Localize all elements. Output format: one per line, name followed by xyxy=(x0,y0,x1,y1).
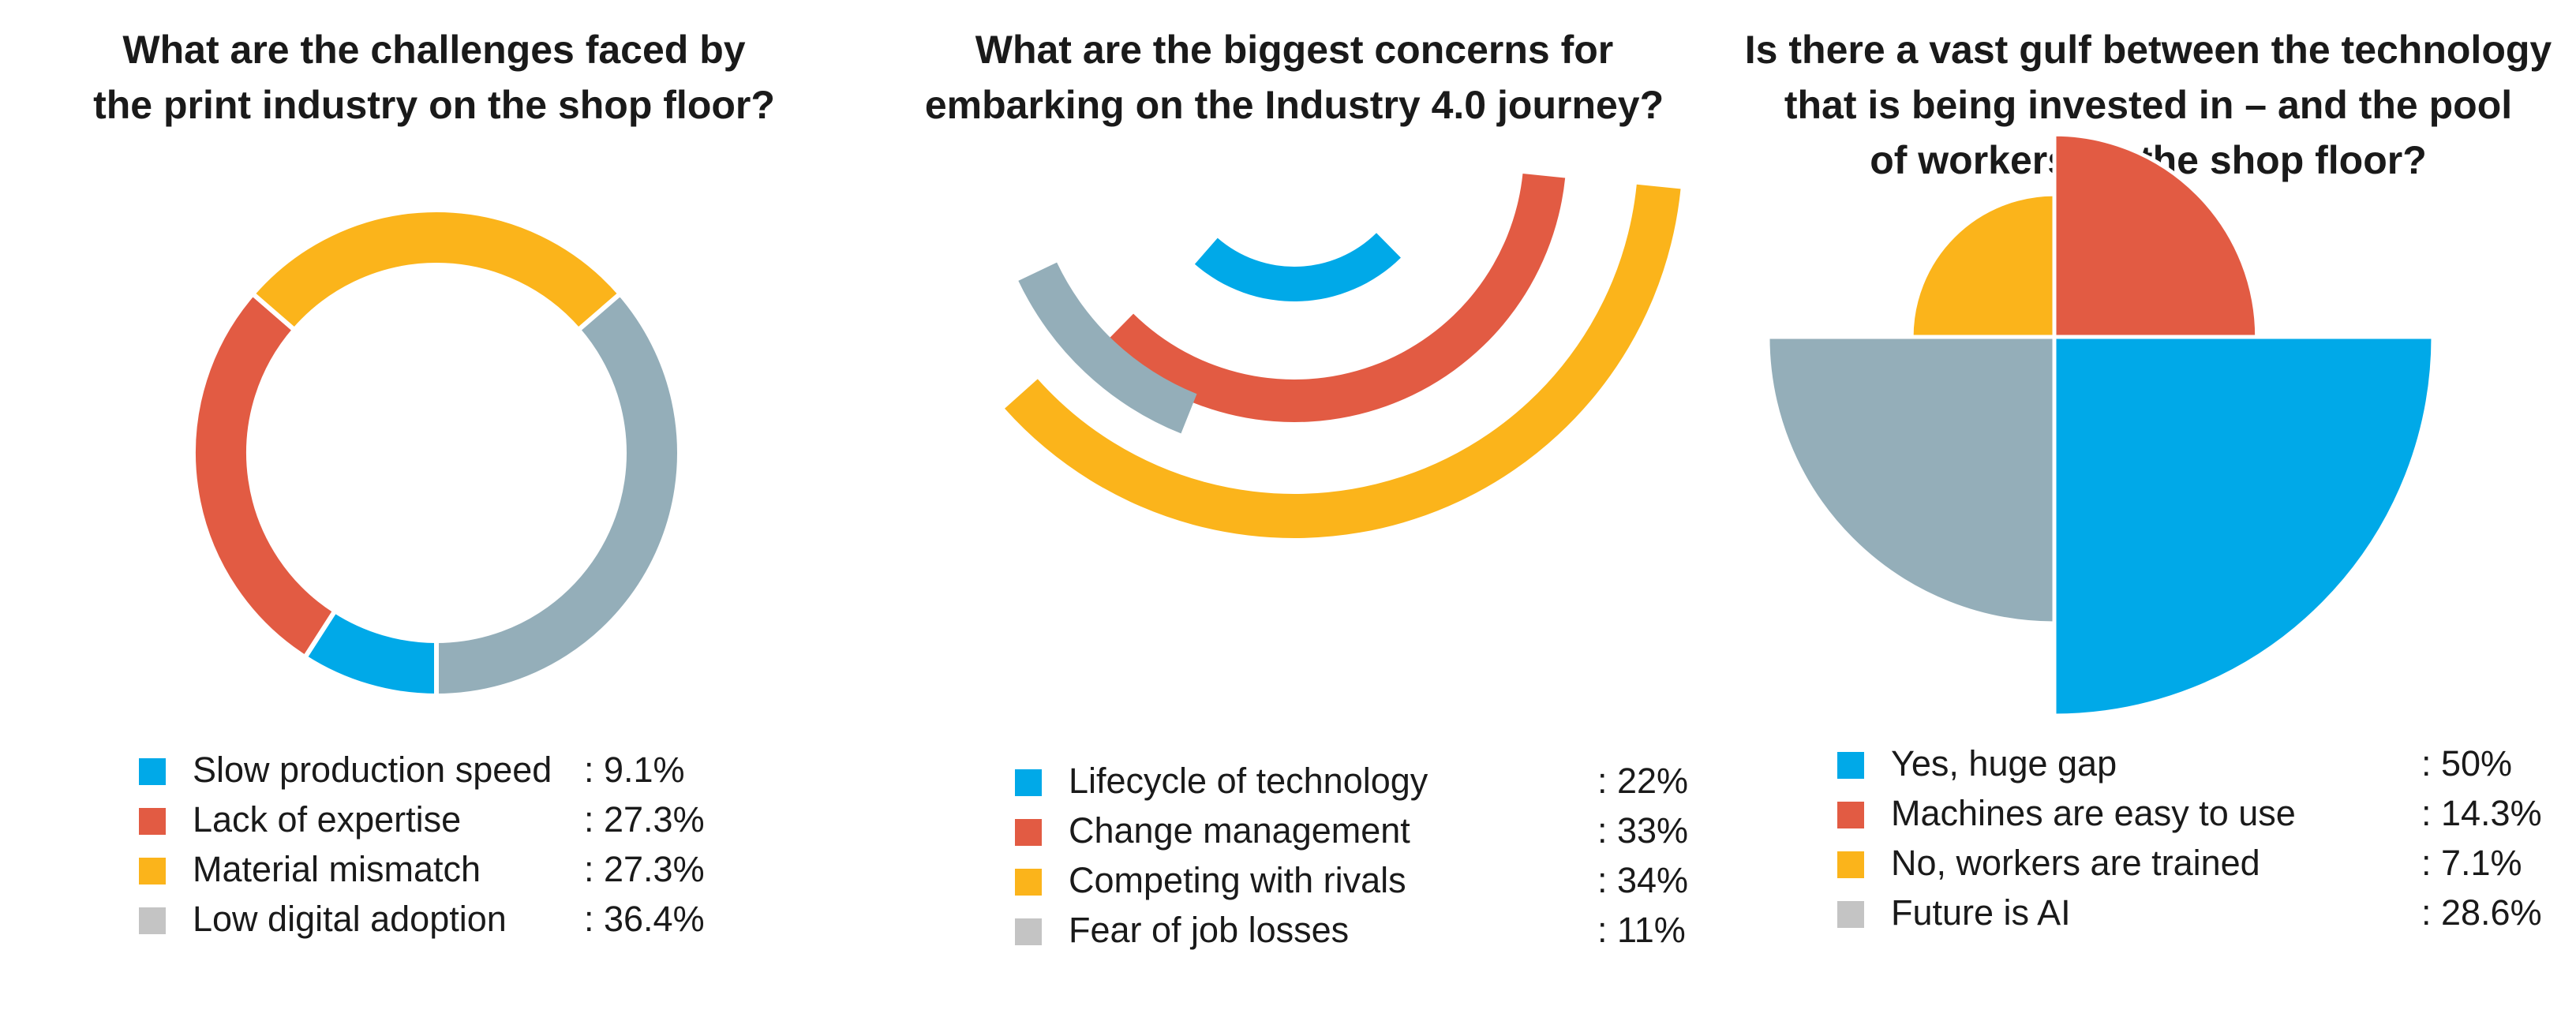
legend-value: : 28.6% xyxy=(2421,892,2542,933)
legend-swatch xyxy=(1015,819,1042,846)
wedge-future-is-ai xyxy=(1765,335,2057,626)
legend-swatch xyxy=(139,758,166,785)
legend-value: : 22% xyxy=(1597,761,1689,801)
chart-panel-concerns: What are the biggest concerns for embark… xyxy=(868,0,1720,1021)
legend-value: : 27.3% xyxy=(584,799,705,840)
legend-value: : 7.1% xyxy=(2421,843,2522,883)
donut-slice-material-mismatch xyxy=(249,208,624,334)
legend-value: : 14.3% xyxy=(2421,793,2542,833)
legend-label: Low digital adoption xyxy=(193,899,507,939)
legend-swatch xyxy=(139,858,166,884)
chart-panel-challenges: What are the challenges faced by the pri… xyxy=(0,0,868,1021)
arc-lifecycle-of-technology xyxy=(1194,233,1401,302)
legend-label: Lifecycle of technology xyxy=(1069,761,1428,801)
legend-value: : 33% xyxy=(1597,810,1689,851)
legend-swatch xyxy=(1837,802,1864,828)
arc-competing-with-rivals xyxy=(1005,184,1681,538)
legend-label: Slow production speed xyxy=(193,750,552,790)
legend-swatch xyxy=(139,808,166,835)
chart-title-line: What are the biggest concerns for xyxy=(975,28,1614,72)
legend-label: Material mismatch xyxy=(193,849,481,889)
legend-value: : 34% xyxy=(1597,860,1689,900)
legend-label: Yes, huge gap xyxy=(1891,743,2117,784)
wedge-yes-huge-gap xyxy=(2052,335,2436,718)
arc-fear-of-job-losses xyxy=(1018,262,1197,434)
wedge-machines-are-easy-to-use xyxy=(2052,132,2260,339)
legend-swatch xyxy=(1837,901,1864,928)
legend-swatch xyxy=(139,907,166,934)
chart-title-line: What are the challenges faced by xyxy=(122,28,746,72)
donut-chart xyxy=(191,208,682,699)
quadrant-rose-chart xyxy=(1765,132,2436,718)
legend-label: Change management xyxy=(1069,810,1410,851)
chart-title: What are the biggest concerns for embark… xyxy=(868,22,1720,133)
legend-label: Machines are easy to use xyxy=(1891,793,2296,833)
chart-title-line: embarking on the Industry 4.0 journey? xyxy=(924,83,1664,127)
legend-label: Lack of expertise xyxy=(193,799,462,840)
legend-label: Future is AI xyxy=(1891,892,2071,933)
legend-value: : 11% xyxy=(1597,910,1686,950)
arc-change-management xyxy=(1103,173,1566,422)
legend-swatch xyxy=(1015,918,1042,945)
wedge-no-workers-are-trained xyxy=(1909,192,2057,339)
legend-swatch xyxy=(1015,769,1042,796)
legend-value: : 50% xyxy=(2421,743,2513,784)
legend-swatch xyxy=(1837,752,1864,779)
chart-title-line: the print industry on the shop floor? xyxy=(93,83,775,127)
legend-swatch xyxy=(1837,851,1864,878)
legend-label: No, workers are trained xyxy=(1891,843,2260,883)
chart-title-line: that is being invested in – and the pool xyxy=(1784,83,2513,127)
legend-value: : 36.4% xyxy=(584,899,705,939)
donut-slice-lack-of-expertise xyxy=(191,290,339,661)
legend-value: : 9.1% xyxy=(584,750,685,790)
chart-title-line: Is there a vast gulf between the technol… xyxy=(1744,28,2552,72)
legend-label: Competing with rivals xyxy=(1069,860,1406,900)
legend-value: : 27.3% xyxy=(584,849,705,889)
legend-label: Fear of job losses xyxy=(1069,910,1350,950)
chart-title: What are the challenges faced by the pri… xyxy=(0,22,868,133)
legend-swatch xyxy=(1015,869,1042,896)
radial-arc-chart xyxy=(1005,173,1681,538)
donut-slice-low-digital-adoption xyxy=(434,290,682,699)
chart-panel-gulf: Is there a vast gulf between the technol… xyxy=(1720,0,2576,1021)
